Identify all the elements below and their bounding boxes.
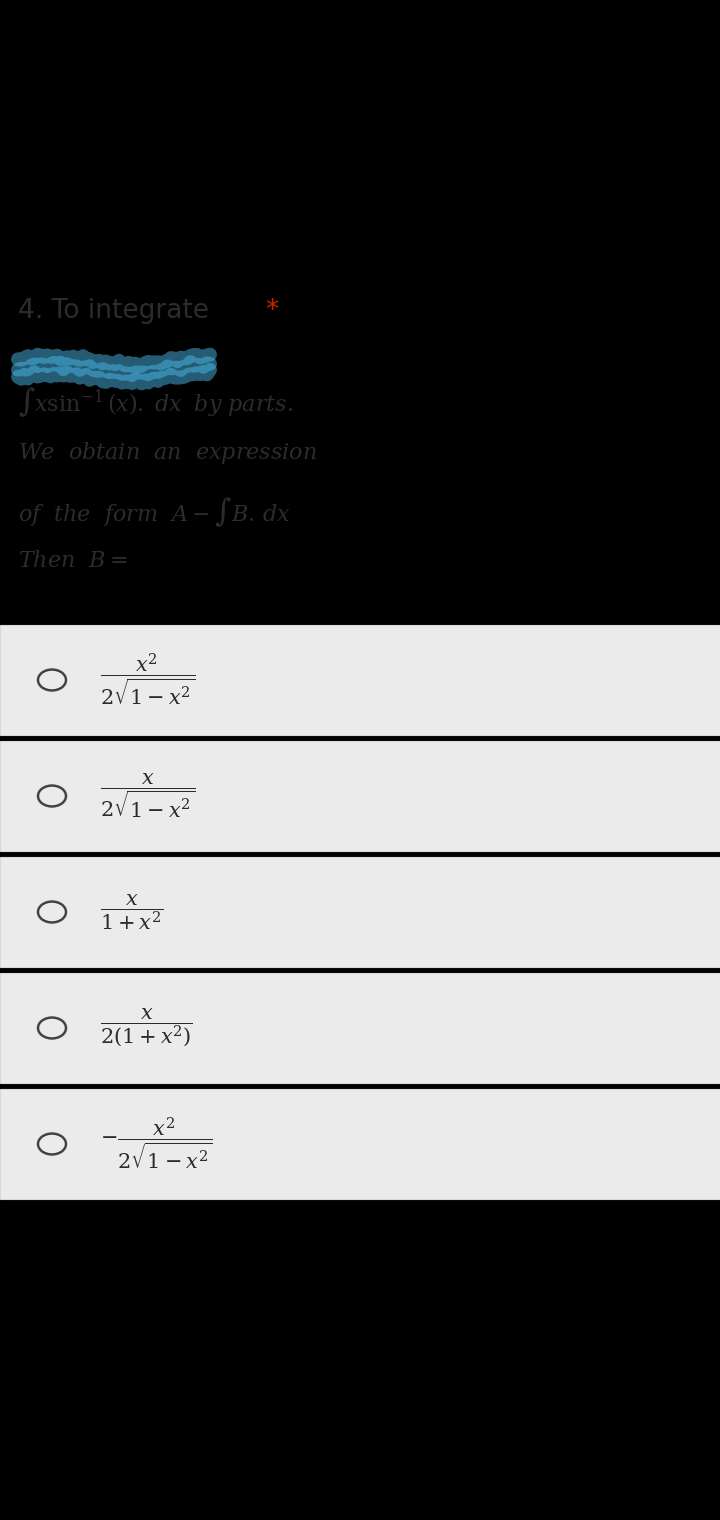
FancyBboxPatch shape [0, 625, 720, 736]
FancyBboxPatch shape [0, 742, 720, 851]
Text: $\mathit{We\ \ obtain\ \ an\ \ expression}$: $\mathit{We\ \ obtain\ \ an\ \ expressio… [18, 439, 317, 467]
Text: $\mathit{of\ \ the\ \ form\ \ }A - \int B.\,dx$: $\mathit{of\ \ the\ \ form\ \ }A - \int … [18, 496, 291, 529]
Text: *: * [265, 298, 278, 324]
Text: $\dfrac{x^2}{2\sqrt{1-x^2}}$: $\dfrac{x^2}{2\sqrt{1-x^2}}$ [100, 652, 195, 708]
Text: $\dfrac{x}{2\sqrt{1-x^2}}$: $\dfrac{x}{2\sqrt{1-x^2}}$ [100, 772, 195, 821]
Text: $\mathit{Then\ \ }B =$: $\mathit{Then\ \ }B =$ [18, 550, 127, 572]
Text: $-\dfrac{x^2}{2\sqrt{1-x^2}}$: $-\dfrac{x^2}{2\sqrt{1-x^2}}$ [100, 1116, 213, 1172]
Text: $\dfrac{x}{2(1+x^2)}$: $\dfrac{x}{2(1+x^2)}$ [100, 1006, 193, 1049]
Text: 4. To integrate: 4. To integrate [18, 298, 217, 324]
FancyBboxPatch shape [0, 1088, 720, 1199]
FancyBboxPatch shape [0, 857, 720, 967]
Text: $\int x\sin^{-1}(x).\;dx\;\mathit{\ by\ parts.}$: $\int x\sin^{-1}(x).\;dx\;\mathit{\ by\ … [18, 385, 293, 418]
FancyBboxPatch shape [0, 973, 720, 1082]
Text: $\dfrac{x}{1+x^2}$: $\dfrac{x}{1+x^2}$ [100, 892, 163, 932]
